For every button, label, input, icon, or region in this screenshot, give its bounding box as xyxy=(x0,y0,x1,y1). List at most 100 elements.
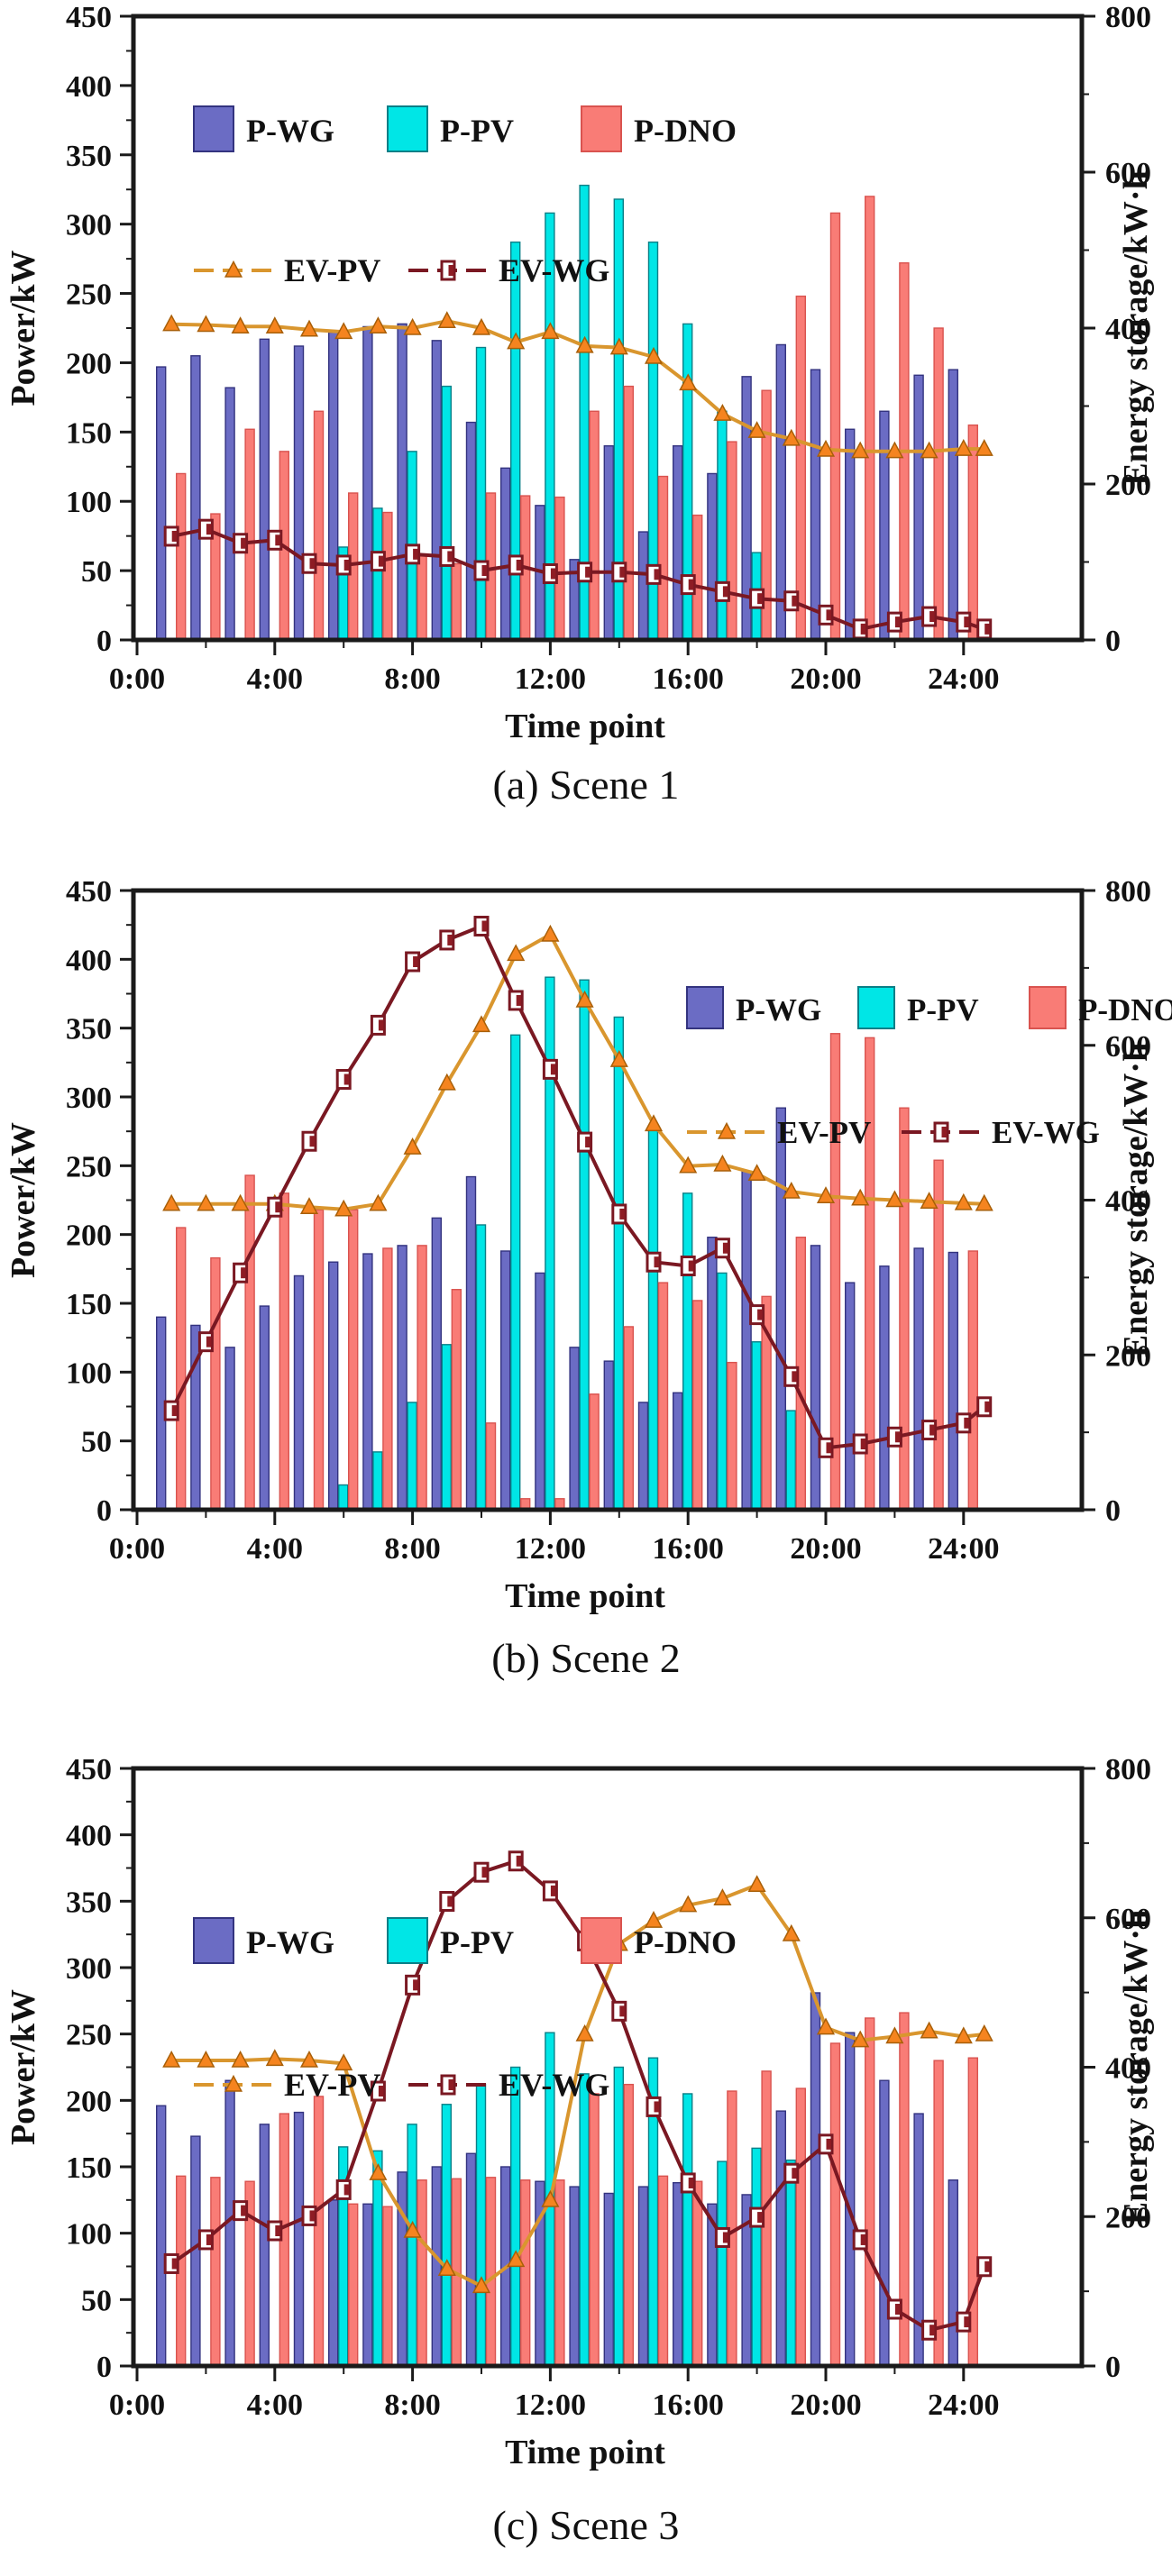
p-wg-bar xyxy=(913,374,924,641)
p-wg-bar xyxy=(328,331,339,641)
p-pv-bar xyxy=(475,1224,487,1511)
p-dno-bar xyxy=(210,1256,221,1511)
legend-label: EV-WG xyxy=(992,1115,1100,1150)
p-pv-bar xyxy=(717,1272,728,1511)
p-pv-bar xyxy=(372,1451,383,1511)
p-wg-bar xyxy=(569,1347,580,1511)
ev-pv-marker xyxy=(299,1197,319,1214)
ev-wg-marker-inner xyxy=(206,1336,212,1347)
p-pv-bar xyxy=(441,2104,452,2367)
ev-wg-marker-inner xyxy=(792,595,797,607)
p-dno-bar xyxy=(829,2042,841,2367)
p-pv-bar xyxy=(475,346,487,641)
x-tick-label: 16:00 xyxy=(653,2389,724,2422)
ev-pv-marker xyxy=(437,1073,456,1091)
x-tick-label: 12:00 xyxy=(515,1532,586,1566)
p-wg-bar xyxy=(879,410,890,641)
y-left-tick-label: 0 xyxy=(96,625,112,658)
y-left-tick-label: 0 xyxy=(96,2351,112,2384)
ev-pv-marker xyxy=(403,317,422,335)
legend-label: P-DNO xyxy=(634,1924,737,1960)
p-pv-bar xyxy=(785,1410,796,1511)
y-right-axis-title: Energy storage/kW·h xyxy=(1117,170,1155,485)
y-left-tick-label: 250 xyxy=(66,1150,112,1183)
p-wg-bar xyxy=(948,369,959,641)
y-left-tick-label: 50 xyxy=(81,555,112,589)
p-wg-bar xyxy=(293,1274,305,1511)
p-wg-bar xyxy=(362,2203,373,2367)
plot-frame xyxy=(131,14,1085,643)
ev-pv-marker xyxy=(851,441,870,459)
ev-pv-marker xyxy=(334,322,353,340)
p-wg-bar xyxy=(259,2124,270,2367)
p-wg-bar xyxy=(775,1107,786,1511)
p-wg-bar xyxy=(810,369,821,641)
ev-wg-marker-inner xyxy=(619,1208,625,1219)
p-wg-bar xyxy=(603,1360,614,1511)
p-pv-bar xyxy=(613,1016,624,1511)
y-left-tick-label: 300 xyxy=(66,1082,112,1115)
ev-pv-marker xyxy=(713,1154,732,1172)
p-pv-bar xyxy=(717,2160,728,2367)
y-left-tick-label: 350 xyxy=(66,1886,112,1919)
y-left-axis-title: Power/kW xyxy=(5,1989,42,2145)
ev-wg-marker-inner xyxy=(757,2212,763,2224)
ev-wg-marker-inner xyxy=(378,2086,384,2097)
ev-pv-marker xyxy=(575,990,594,1008)
ev-pv-marker xyxy=(231,2050,250,2068)
ev-wg-marker-inner xyxy=(860,1439,866,1450)
p-wg-bar xyxy=(328,1261,339,1511)
y-left-tick-label: 200 xyxy=(66,2085,112,2118)
ev-wg-marker-inner xyxy=(619,2005,625,2017)
p-dno-bar xyxy=(520,2179,531,2367)
p-wg-bar xyxy=(948,2179,959,2367)
chart-scene-1: 0 50 100 150 200 250 300 350 400 450 0 200 400 600 800… xyxy=(5,1,1155,808)
ev-pv-marker xyxy=(644,1910,664,1928)
chart-scene-2: 0 50 100 150 200 250 300 350 400 450 0 200 400 600 800… xyxy=(5,875,1172,1681)
x-tick-label: 24:00 xyxy=(928,1532,999,1566)
y-right-tick-label: 600 xyxy=(1105,1903,1151,1936)
ev-pv-marker xyxy=(197,1193,215,1211)
ev-wg-marker-inner xyxy=(171,1405,178,1417)
ev-pv-marker xyxy=(920,2021,939,2039)
p-pv-bar xyxy=(338,1484,349,1511)
ev-wg-marker-inner xyxy=(984,623,990,635)
p-dno-bar xyxy=(967,1250,979,1511)
ev-wg-marker-inner xyxy=(585,566,591,578)
x-tick-label: 12:00 xyxy=(515,2389,586,2422)
y-left-tick-label: 450 xyxy=(66,1,112,34)
p-pv-bar xyxy=(751,2147,762,2367)
x-tick-label: 4:00 xyxy=(247,2389,303,2422)
ev-wg-marker-inner xyxy=(550,568,556,580)
ev-wg-marker-inner xyxy=(654,2101,659,2113)
ev-pv-marker xyxy=(403,1137,422,1155)
p-wg-bar xyxy=(465,2152,477,2367)
y-right-tick-label: 0 xyxy=(1105,2351,1121,2384)
p-dno-bar xyxy=(485,1422,497,1511)
ev-wg-marker-inner xyxy=(929,611,935,623)
p-dno-bar xyxy=(451,562,462,641)
y-left-tick-label: 250 xyxy=(66,279,112,312)
ev-wg-marker-inner xyxy=(757,593,763,605)
ev-pv-marker xyxy=(713,404,732,421)
legend-label: P-WG xyxy=(246,1924,334,1960)
ev-pv-marker xyxy=(231,316,250,334)
x-tick-label: 16:00 xyxy=(653,1532,724,1566)
p-wg-bar xyxy=(775,2110,786,2367)
p-pv-bar xyxy=(510,1034,521,1511)
x-tick-label: 0:00 xyxy=(109,662,165,696)
y-left-tick-label: 400 xyxy=(66,944,112,977)
p-dno-bar xyxy=(657,475,669,641)
legend-swatch-p-pv-bar xyxy=(857,986,895,1029)
p-wg-bar xyxy=(224,387,235,641)
ev-pv-marker xyxy=(975,438,993,456)
legend-swatch-p-wg-bar xyxy=(193,1917,234,1964)
ev-wg-marker-inner xyxy=(343,1073,350,1085)
ev-wg-marker-inner xyxy=(241,537,246,549)
p-pv-bar xyxy=(579,2073,590,2367)
ev-pv-marker xyxy=(507,332,526,350)
p-dno-bar xyxy=(244,1174,255,1511)
p-wg-bar xyxy=(328,2199,339,2367)
chart-caption: (a) Scene 1 xyxy=(493,762,680,808)
y-right-tick-label: 400 xyxy=(1105,2052,1151,2086)
